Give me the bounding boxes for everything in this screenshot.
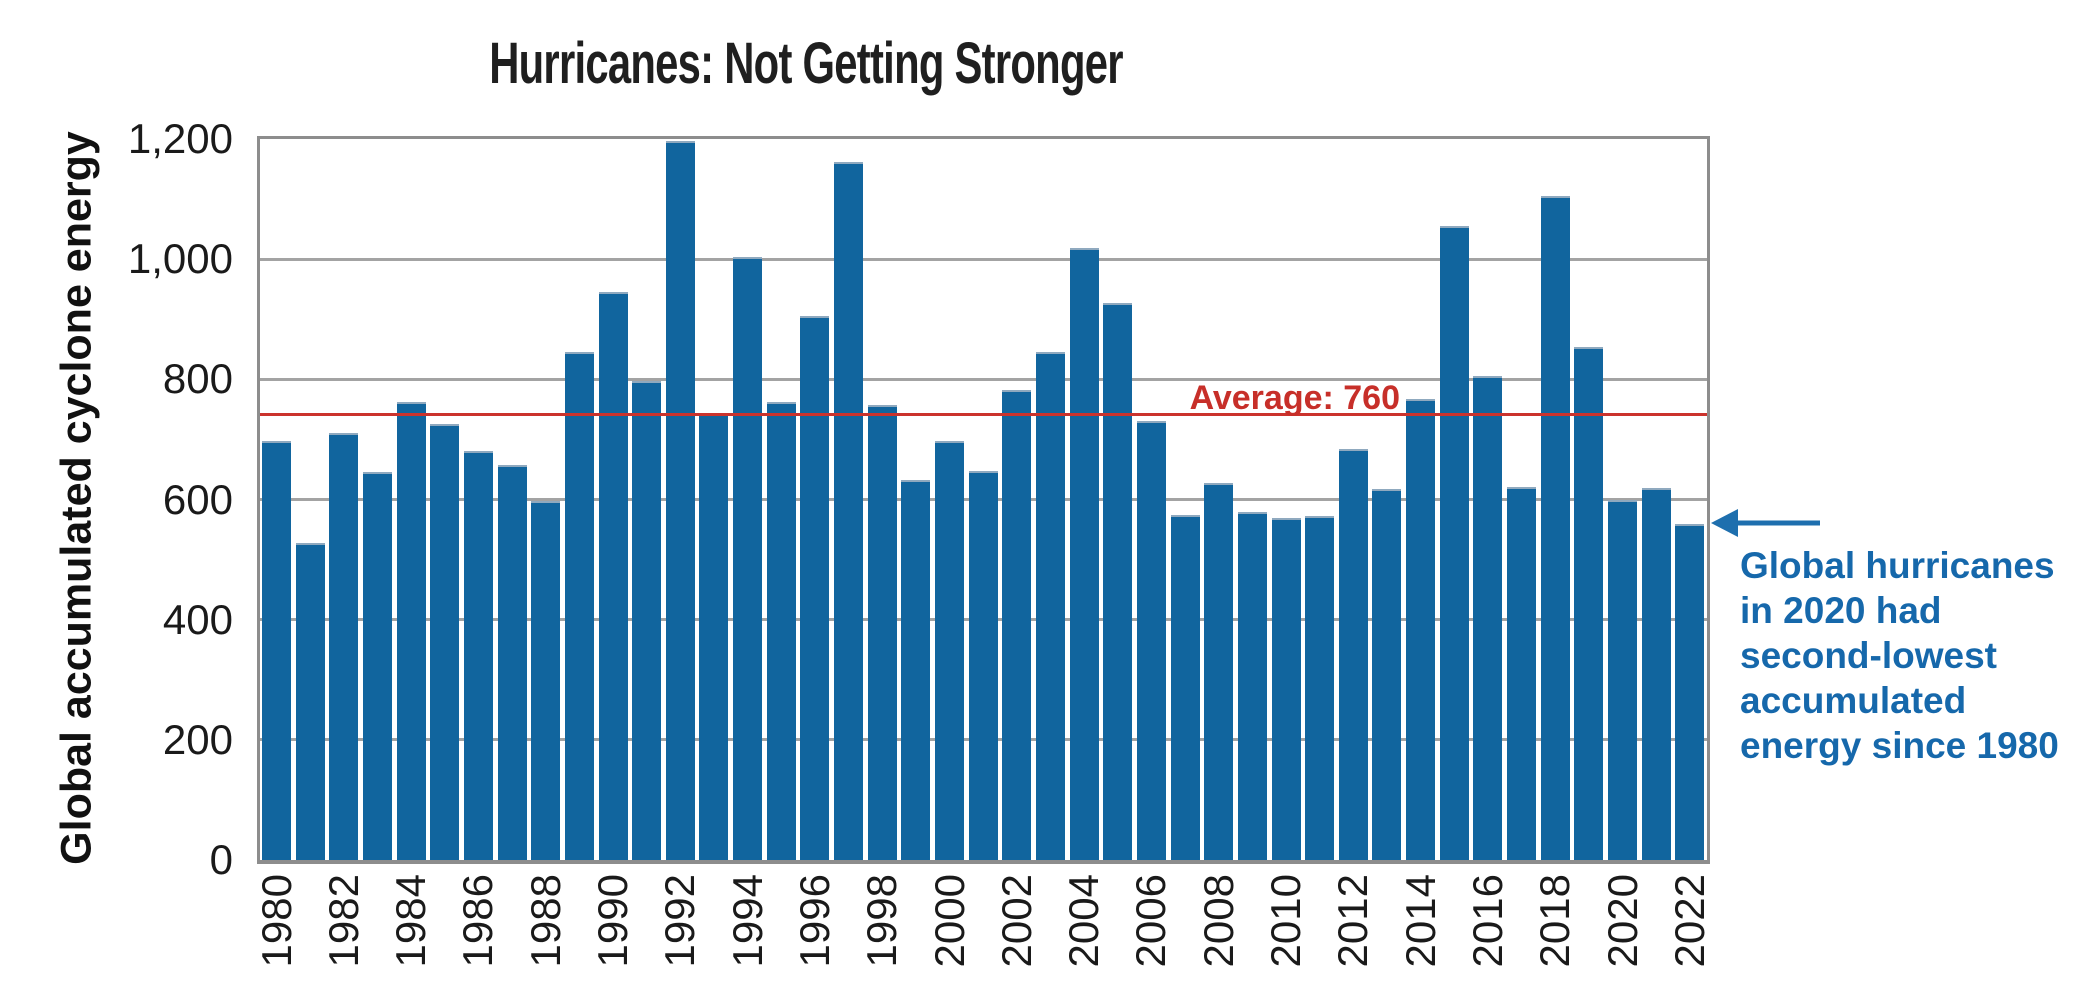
x-tick-label-1990: 1990 [589,874,636,968]
gridline-1000 [260,257,1707,261]
gridline-800 [260,377,1707,381]
x-tick-label-2014: 2014 [1396,874,1444,968]
bar-1991 [632,381,662,860]
y-tick-label-0: 0 [209,836,233,883]
bar-1990 [598,292,628,860]
x-tick-label-2008: 2008 [1194,874,1242,968]
bar-1996 [800,316,830,860]
bar-1998 [867,405,897,860]
annotation-line: Global hurricanes [1740,545,2055,586]
x-tick-label-2004: 2004 [1060,874,1108,968]
x-tick-label-2018: 2018 [1531,874,1579,968]
y-tick-label-200: 200 [162,715,233,763]
bar-1993 [699,414,729,860]
average-line-label: Average: 760 [1189,379,1400,417]
bar-2010 [1271,518,1301,860]
x-tick-label-2016: 2016 [1463,874,1511,968]
bar-2005 [1103,303,1133,860]
annotation-line: accumulated [1740,680,1967,721]
annotation-line: in 2020 had [1740,590,1942,631]
bar-2017 [1507,487,1537,860]
bar-1981 [295,543,325,860]
bar-2007 [1170,515,1200,860]
bar-2018 [1540,196,1570,860]
bar-2013 [1372,489,1402,860]
y-tick-label-400: 400 [162,595,233,643]
x-tick-label-1994: 1994 [723,874,771,968]
bar-2015 [1439,226,1469,860]
bar-1980 [262,441,291,860]
x-tick-label-1980: 1980 [252,874,300,968]
bar-1989 [564,352,594,860]
x-tick-label-1988: 1988 [521,874,569,968]
annotation-text: Global hurricanes in 2020 had second-lowes… [1740,543,2084,768]
bar-1985 [430,424,460,860]
bar-2016 [1473,376,1503,860]
bar-1988 [531,501,561,860]
bar-1982 [329,433,359,860]
bar-2021 [1641,488,1671,860]
bar-1986 [463,451,493,860]
bar-1984 [396,402,426,860]
x-tick-label-2012: 2012 [1329,874,1377,968]
bar-1995 [766,402,796,860]
x-tick-label-1986: 1986 [454,874,502,968]
bar-2009 [1237,512,1267,860]
bar-1992 [665,141,695,860]
bar-2019 [1574,347,1604,860]
bar-1999 [901,480,931,860]
bar-2004 [1069,248,1099,860]
bar-2008 [1204,483,1234,860]
bar-1994 [733,257,763,860]
x-tick-label-2022: 2022 [1665,874,1713,968]
x-tick-label-1984: 1984 [387,874,435,968]
x-tick-label-1982: 1982 [319,874,367,968]
bar-2022 [1675,524,1705,860]
bar-1987 [497,465,527,860]
bar-2006 [1136,421,1166,860]
y-tick-label-800: 800 [162,355,233,403]
bar-2020 [1608,500,1638,860]
chart-title: Hurricanes: Not Getting Stronger [489,31,1123,96]
x-tick-label-1992: 1992 [656,874,704,968]
x-tick-label-2020: 2020 [1598,874,1646,968]
x-tick-label-2010: 2010 [1262,874,1310,968]
bar-2012 [1338,449,1368,860]
bar-2001 [968,471,998,860]
annotation-line: second-lowest [1740,635,1997,676]
y-tick-label-1000: 1,000 [127,235,233,283]
bar-2002 [1002,390,1032,860]
x-tick-label-1998: 1998 [858,874,906,968]
x-tick-label-2006: 2006 [1127,874,1175,968]
x-tick-label-1996: 1996 [790,874,838,968]
bar-2011 [1305,516,1335,860]
y-tick-label-1200: 1,200 [127,115,233,162]
x-tick-label-2000: 2000 [925,874,973,968]
plot-area [257,136,1710,864]
annotation-line: energy since 1980 [1740,725,2059,766]
bar-1997 [834,162,864,860]
bar-2003 [1035,352,1065,860]
x-tick-label-2002: 2002 [992,874,1040,968]
arrow-left-icon [1711,509,1820,537]
bar-2014 [1406,399,1436,860]
bar-1983 [362,472,392,860]
y-tick-label-600: 600 [162,475,233,523]
bar-2000 [935,441,965,860]
average-line [260,412,1707,416]
